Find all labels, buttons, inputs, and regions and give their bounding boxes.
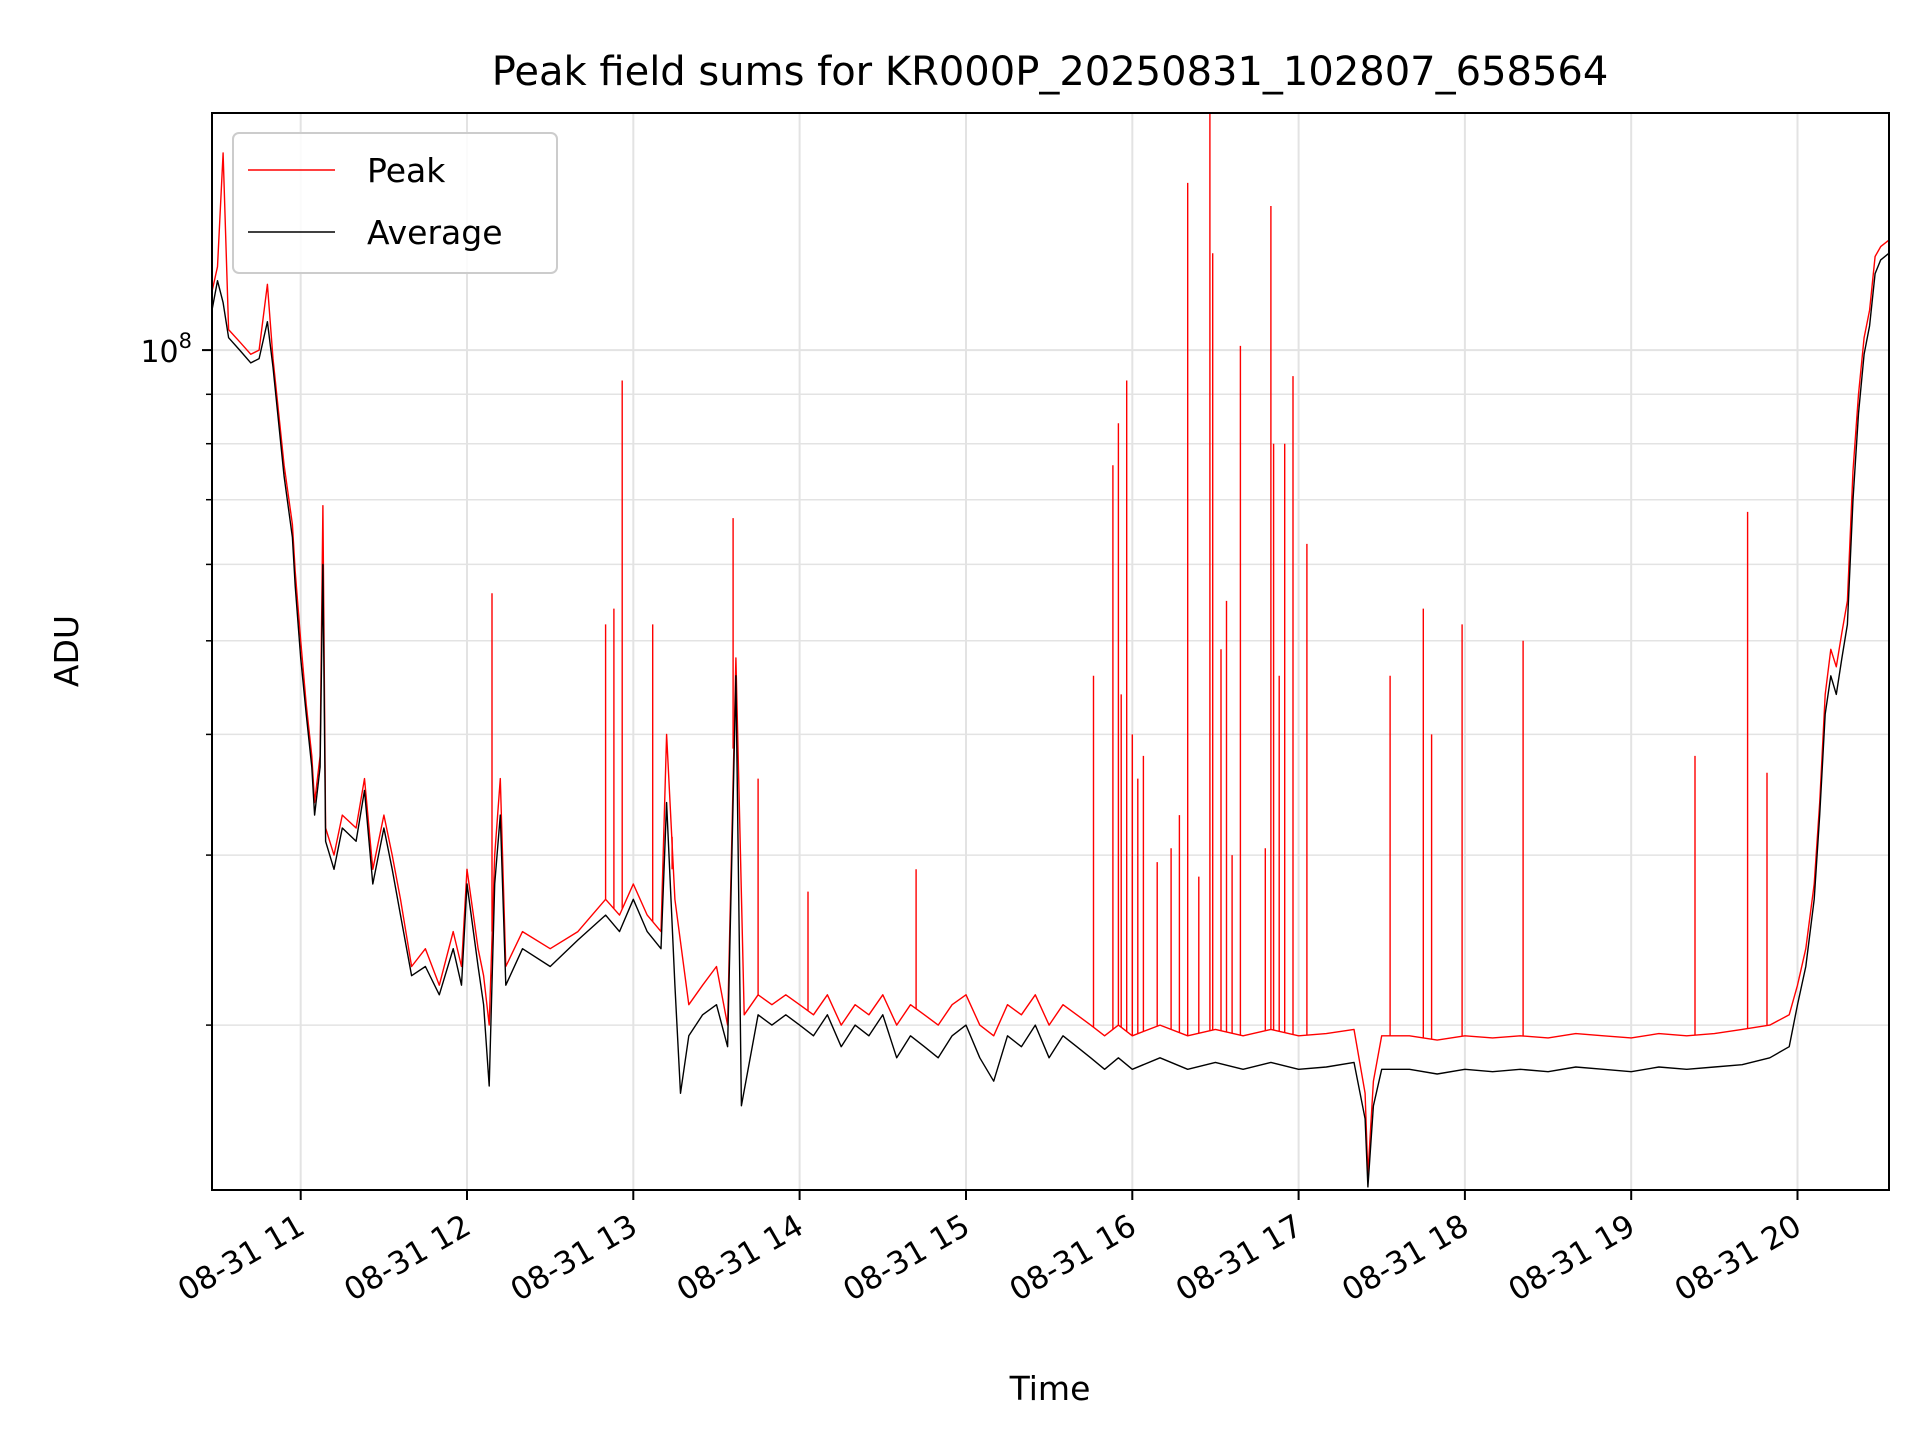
plot-area xyxy=(211,113,1890,1188)
legend-label-average: Average xyxy=(367,213,503,252)
chart-title: Peak field sums for KR000P_20250831_1028… xyxy=(492,49,1609,95)
axes-frame xyxy=(211,112,1890,1191)
legend-box xyxy=(232,132,558,274)
x-axis-label: Time xyxy=(1009,1369,1091,1408)
y-axis-label: ADU xyxy=(47,615,86,687)
y-tick-label: 108 xyxy=(140,329,192,370)
legend-label-peak: Peak xyxy=(367,151,446,190)
peak-series-line xyxy=(211,152,1890,1176)
average-series-line xyxy=(211,252,1890,1188)
legend: Peak Average xyxy=(232,132,558,274)
